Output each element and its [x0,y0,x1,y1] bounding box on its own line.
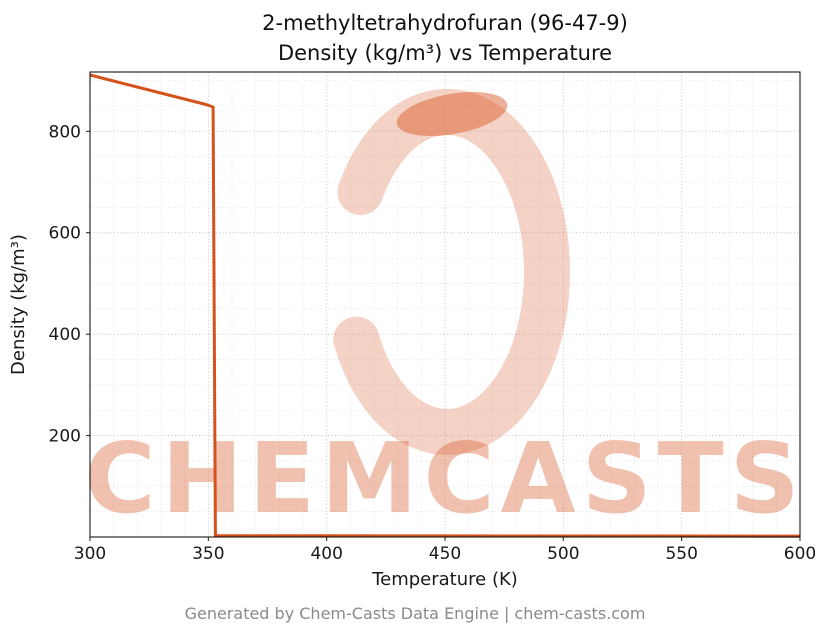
chart-title-line1: 2-methyltetrahydrofuran (96-47-9) [262,11,628,35]
y-tick-label: 200 [49,427,81,447]
x-tick-label: 450 [429,544,461,564]
y-tick-label: 600 [49,224,81,244]
chart-title: 2-methyltetrahydrofuran (96-47-9) Densit… [90,8,800,69]
x-tick-label: 600 [784,544,816,564]
y-tick-label: 400 [49,325,81,345]
watermark: CHEMCASTS [84,88,805,535]
x-tick-label: 500 [547,544,579,564]
footer-credit: Generated by Chem-Casts Data Engine | ch… [184,604,646,623]
x-tick-label: 550 [665,544,697,564]
watermark-text: CHEMCASTS [84,422,805,535]
x-tick-label: 400 [310,544,342,564]
watermark-logo-icon [333,88,571,455]
x-tick-label: 300 [74,544,106,564]
y-axis-label: Density (kg/m³) [8,234,29,375]
chart-title-line2: Density (kg/m³) vs Temperature [277,41,613,66]
x-tick-label: 350 [192,544,224,564]
y-tick-label: 800 [49,122,81,142]
density-line [89,73,801,538]
watermark-logo-blob [396,92,508,136]
x-axis-label: Temperature (K) [371,569,518,590]
